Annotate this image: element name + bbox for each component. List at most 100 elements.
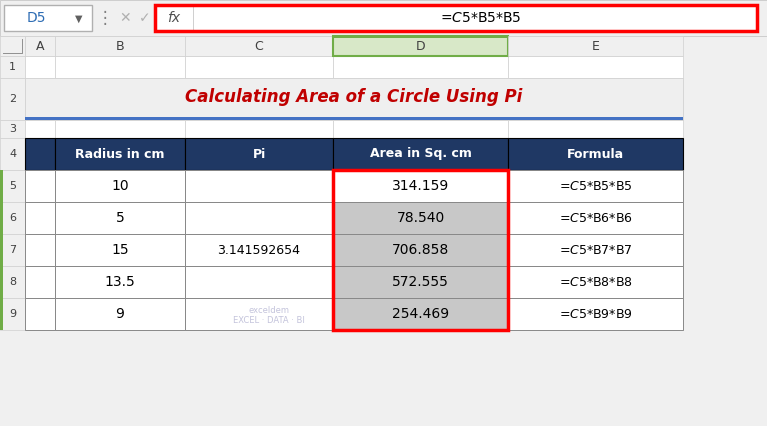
- Bar: [185, 170, 333, 202]
- Text: 7: 7: [9, 245, 16, 255]
- Bar: [333, 138, 508, 170]
- Bar: [333, 234, 508, 266]
- Bar: [333, 170, 508, 330]
- Bar: [25, 138, 55, 170]
- Bar: [508, 138, 683, 170]
- Text: 254.469: 254.469: [392, 307, 449, 321]
- Bar: [25, 266, 55, 298]
- Bar: [333, 170, 508, 202]
- Bar: [25, 120, 55, 138]
- Bar: [508, 120, 683, 138]
- Text: 5: 5: [116, 211, 124, 225]
- Bar: [333, 36, 508, 56]
- Text: 706.858: 706.858: [392, 243, 449, 257]
- Text: Formula: Formula: [567, 147, 624, 161]
- Text: =$C$5*B9*B9: =$C$5*B9*B9: [558, 308, 632, 320]
- Bar: [508, 266, 683, 298]
- Bar: [333, 202, 508, 234]
- Bar: [55, 266, 185, 298]
- Bar: [333, 138, 508, 170]
- Bar: [25, 298, 55, 330]
- Bar: [55, 120, 185, 138]
- Text: =$C$5*B6*B6: =$C$5*B6*B6: [558, 211, 633, 225]
- Text: 8: 8: [9, 277, 16, 287]
- Bar: [508, 138, 683, 170]
- Bar: [25, 170, 55, 202]
- Bar: [25, 138, 55, 170]
- Text: Calculating Area of a Circle Using Pi: Calculating Area of a Circle Using Pi: [186, 89, 522, 106]
- Text: fx: fx: [167, 11, 180, 25]
- Text: 3.141592654: 3.141592654: [218, 244, 301, 256]
- Bar: [185, 266, 333, 298]
- Text: D: D: [416, 40, 426, 52]
- Text: 5: 5: [9, 181, 16, 191]
- Bar: [55, 78, 185, 120]
- Bar: [25, 266, 55, 298]
- Bar: [25, 56, 55, 78]
- Text: ✕: ✕: [119, 11, 131, 25]
- Bar: [155, 5, 757, 31]
- Bar: [25, 36, 55, 56]
- Bar: [0, 202, 25, 234]
- Text: Area in Sq. cm: Area in Sq. cm: [370, 147, 472, 161]
- Bar: [0, 138, 25, 170]
- Bar: [508, 170, 683, 202]
- Text: 13.5: 13.5: [104, 275, 135, 289]
- Bar: [333, 266, 508, 298]
- Bar: [185, 36, 333, 56]
- Bar: [0, 78, 25, 120]
- Bar: [55, 234, 185, 266]
- Bar: [508, 202, 683, 234]
- Bar: [185, 138, 333, 170]
- Bar: [333, 202, 508, 234]
- Text: Radius in cm: Radius in cm: [75, 147, 165, 161]
- Text: 6: 6: [9, 213, 16, 223]
- Bar: [55, 138, 185, 170]
- Bar: [508, 170, 683, 202]
- Text: 1: 1: [9, 62, 16, 72]
- Bar: [508, 78, 683, 120]
- Text: D5: D5: [26, 11, 46, 25]
- Bar: [0, 298, 25, 330]
- Bar: [508, 234, 683, 266]
- Bar: [0, 266, 25, 298]
- Bar: [55, 202, 185, 234]
- Bar: [185, 234, 333, 266]
- Text: =$C$5*B8*B8: =$C$5*B8*B8: [558, 276, 633, 288]
- Bar: [333, 56, 508, 78]
- Bar: [185, 78, 333, 120]
- Bar: [25, 202, 55, 234]
- Text: 3: 3: [9, 124, 16, 134]
- Text: 572.555: 572.555: [392, 275, 449, 289]
- Bar: [508, 298, 683, 330]
- Bar: [0, 234, 25, 266]
- Bar: [0, 36, 25, 56]
- Text: 9: 9: [116, 307, 124, 321]
- Bar: [508, 36, 683, 56]
- Bar: [55, 170, 185, 202]
- Text: ⋮: ⋮: [97, 9, 114, 27]
- Bar: [25, 202, 55, 234]
- Bar: [25, 234, 55, 266]
- Bar: [185, 298, 333, 330]
- Bar: [185, 266, 333, 298]
- Text: 10: 10: [111, 179, 129, 193]
- Bar: [508, 266, 683, 298]
- Text: ▼: ▼: [75, 14, 83, 24]
- Bar: [0, 170, 3, 330]
- Text: =$C$5*B7*B7: =$C$5*B7*B7: [558, 244, 632, 256]
- Bar: [333, 170, 508, 202]
- Bar: [185, 234, 333, 266]
- Bar: [0, 170, 25, 202]
- Text: 9: 9: [9, 309, 16, 319]
- Bar: [0, 0, 767, 36]
- Bar: [193, 5, 194, 31]
- Text: =$C$5*B5*B5: =$C$5*B5*B5: [440, 11, 522, 25]
- Bar: [25, 170, 55, 202]
- Bar: [508, 234, 683, 266]
- Text: 15: 15: [111, 243, 129, 257]
- Bar: [55, 56, 185, 78]
- Bar: [508, 202, 683, 234]
- Text: =$C$5*B5*B5: =$C$5*B5*B5: [558, 179, 632, 193]
- Text: 78.540: 78.540: [397, 211, 445, 225]
